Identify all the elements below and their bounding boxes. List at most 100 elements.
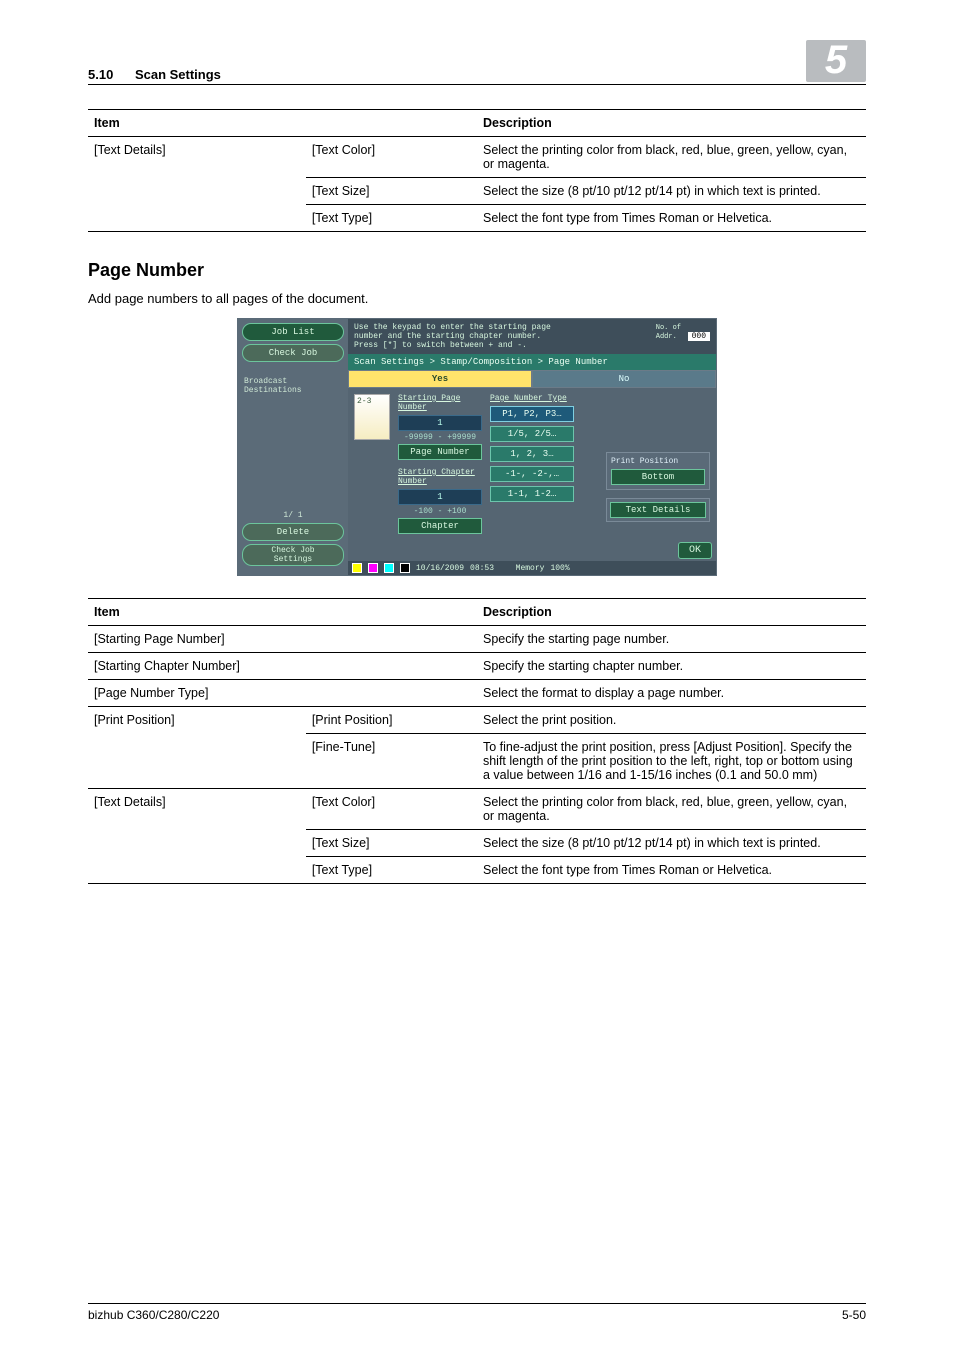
status-mem-value: 100% xyxy=(550,564,569,573)
chip-m-icon xyxy=(368,563,378,573)
page-number-button[interactable]: Page Number xyxy=(398,444,482,460)
cell-sub: [Fine-Tune] xyxy=(306,734,477,789)
cell-desc: Select the print position. xyxy=(477,707,866,734)
th-desc: Description xyxy=(477,599,866,626)
table-page-number: Item Description [Starting Page Number] … xyxy=(88,598,866,884)
starting-chapter-value[interactable]: 1 xyxy=(398,489,482,505)
th-item: Item xyxy=(88,110,477,137)
job-list-button[interactable]: Job List xyxy=(242,323,344,341)
addr-label: No. of Addr. xyxy=(656,324,681,341)
footer-model: bizhub C360/C280/C220 xyxy=(88,1308,219,1322)
starting-page-label: Starting Page Number xyxy=(398,394,482,412)
type-opt-4[interactable]: 1-1, 1-2… xyxy=(490,486,574,502)
subsection-title: Page Number xyxy=(88,260,866,281)
cell-item: [Page Number Type] xyxy=(88,680,477,707)
table-row: [Text Details] [Text Color] Select the p… xyxy=(88,137,866,178)
addr-count: 000 xyxy=(688,332,710,341)
cell-group: [Text Details] xyxy=(88,789,306,884)
th-desc: Description xyxy=(477,110,866,137)
type-opt-3[interactable]: -1-, -2-,… xyxy=(490,466,574,482)
cell-desc: Select the printing color from black, re… xyxy=(477,137,866,178)
table-row: [Starting Chapter Number] Specify the st… xyxy=(88,653,866,680)
tab-yes[interactable]: Yes xyxy=(348,370,532,388)
cell-desc: Select the size (8 pt/10 pt/12 pt/14 pt)… xyxy=(477,830,866,857)
delete-button[interactable]: Delete xyxy=(242,523,344,541)
status-time: 08:53 xyxy=(470,564,494,573)
instruction-bar: Use the keypad to enter the starting pag… xyxy=(348,319,716,354)
table-text-details: Item Description [Text Details] [Text Co… xyxy=(88,109,866,232)
cell-group: [Print Position] xyxy=(88,707,306,789)
breadcrumb: Scan Settings > Stamp/Composition > Page… xyxy=(348,354,716,370)
table-row: [Page Number Type] Select the format to … xyxy=(88,680,866,707)
print-position-title: Print Position xyxy=(611,457,705,466)
cell-sub: [Text Color] xyxy=(306,137,477,178)
starting-page-value[interactable]: 1 xyxy=(398,415,482,431)
check-job-settings-button[interactable]: Check Job Settings xyxy=(242,544,344,566)
check-job-button[interactable]: Check Job xyxy=(242,344,344,362)
page: 5.10 Scan Settings 5 Item Description [T… xyxy=(0,0,954,1340)
print-position-col: Print Position Bottom Text Details xyxy=(606,394,710,522)
starting-chapter-label: Starting Chapter Number xyxy=(398,468,482,486)
page-counter: 1/ 1 xyxy=(244,512,342,521)
type-opt-2[interactable]: 1, 2, 3… xyxy=(490,446,574,462)
cell-desc: Select the font type from Times Roman or… xyxy=(477,857,866,884)
status-bar: 10/16/2009 08:53 Memory 100% xyxy=(348,561,716,575)
cell-desc: Select the printing color from black, re… xyxy=(477,789,866,830)
cell-sub: [Text Size] xyxy=(306,830,477,857)
cell-item: [Starting Chapter Number] xyxy=(88,653,477,680)
subsection-body: Add page numbers to all pages of the doc… xyxy=(88,291,866,306)
starting-page-range: -99999 - +99999 xyxy=(398,433,482,442)
status-mem-label: Memory xyxy=(516,564,545,573)
broadcast-label: Broadcast Destinations xyxy=(244,378,342,396)
cell-desc: Select the font type from Times Roman or… xyxy=(477,205,866,232)
shot-left-panel: Job List Check Job Broadcast Destination… xyxy=(238,319,348,575)
table-row: [Print Position] [Print Position] Select… xyxy=(88,707,866,734)
cell-sub: [Text Type] xyxy=(306,205,477,232)
addr-count-box: No. of Addr. 000 xyxy=(656,323,710,350)
chip-y-icon xyxy=(352,563,362,573)
text-details-frame: Text Details xyxy=(606,498,710,522)
cell-item: [Starting Page Number] xyxy=(88,626,477,653)
page-number-type-col: Page Number Type P1, P2, P3… 1/5, 2/5… 1… xyxy=(490,394,574,504)
section-number: 5.10 xyxy=(88,67,113,82)
chapter-button[interactable]: Chapter xyxy=(398,518,482,534)
yes-no-tabs: Yes No xyxy=(348,370,716,388)
shot-right-panel: Use the keypad to enter the starting pag… xyxy=(348,319,716,575)
status-date: 10/16/2009 xyxy=(416,564,464,573)
chip-c-icon xyxy=(384,563,394,573)
page-footer: bizhub C360/C280/C220 5-50 xyxy=(88,1303,866,1322)
type-opt-1[interactable]: 1/5, 2/5… xyxy=(490,426,574,442)
cell-desc: Select the format to display a page numb… xyxy=(477,680,866,707)
cell-sub: [Text Color] xyxy=(306,789,477,830)
print-position-frame: Print Position Bottom xyxy=(606,452,710,490)
cell-sub: [Text Type] xyxy=(306,857,477,884)
cell-sub: [Print Position] xyxy=(306,707,477,734)
preview-thumb xyxy=(354,394,390,440)
cell-group: [Text Details] xyxy=(88,137,306,232)
starting-page-col: Starting Page Number 1 -99999 - +99999 P… xyxy=(398,394,482,534)
tab-no[interactable]: No xyxy=(532,370,716,388)
type-opt-0[interactable]: P1, P2, P3… xyxy=(490,406,574,422)
footer-page: 5-50 xyxy=(842,1308,866,1322)
page-header: 5.10 Scan Settings 5 xyxy=(88,40,866,85)
text-details-button[interactable]: Text Details xyxy=(610,502,706,518)
table-row: [Text Details] [Text Color] Select the p… xyxy=(88,789,866,830)
chip-k-icon xyxy=(400,563,410,573)
header-left: 5.10 Scan Settings xyxy=(88,67,221,82)
instruction-text: Use the keypad to enter the starting pag… xyxy=(354,323,551,350)
th-item: Item xyxy=(88,599,477,626)
main-area: Starting Page Number 1 -99999 - +99999 P… xyxy=(348,388,716,540)
table-row: [Starting Page Number] Specify the start… xyxy=(88,626,866,653)
cell-desc: Select the size (8 pt/10 pt/12 pt/14 pt)… xyxy=(477,178,866,205)
print-position-value[interactable]: Bottom xyxy=(611,469,705,485)
ok-button[interactable]: OK xyxy=(678,542,712,559)
cell-desc: Specify the starting chapter number. xyxy=(477,653,866,680)
cell-desc: Specify the starting page number. xyxy=(477,626,866,653)
cell-desc: To fine-adjust the print position, press… xyxy=(477,734,866,789)
page-number-type-label: Page Number Type xyxy=(490,394,574,403)
chapter-badge: 5 xyxy=(806,40,866,82)
starting-chapter-range: -100 - +100 xyxy=(398,507,482,516)
section-title: Scan Settings xyxy=(135,67,221,82)
device-screenshot: Job List Check Job Broadcast Destination… xyxy=(237,318,717,576)
cell-sub: [Text Size] xyxy=(306,178,477,205)
